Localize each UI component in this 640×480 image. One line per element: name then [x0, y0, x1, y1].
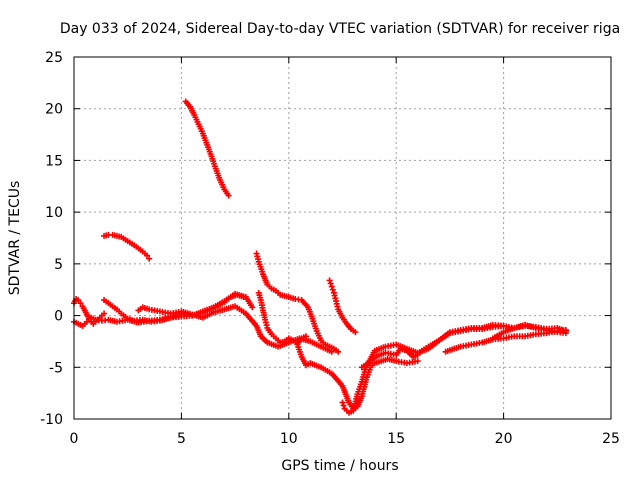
x-axis-label: GPS time / hours [281, 458, 398, 474]
y-tick-label: 20 [45, 102, 63, 118]
data-point [326, 277, 333, 284]
data-point [414, 358, 421, 365]
y-axis-label: SDTVAR / TECUs [7, 181, 23, 296]
x-tick-label: 10 [280, 431, 298, 447]
x-tick-label: 25 [602, 431, 620, 447]
data-point [340, 402, 347, 409]
data-point [101, 310, 108, 317]
x-tick-label: 15 [387, 431, 405, 447]
y-tick-label: -5 [49, 360, 63, 376]
data-point [327, 280, 334, 287]
data-point [352, 329, 359, 336]
data-point [329, 286, 336, 293]
y-tick-labels: -10 -5 0 5 10 15 20 25 [40, 50, 63, 428]
x-tick-label: 20 [495, 431, 513, 447]
x-tick-labels: 0 5 10 15 20 25 [70, 431, 620, 447]
satellite-arc-7 [253, 250, 342, 355]
grid-lines [74, 57, 611, 419]
data-point [146, 255, 153, 262]
data-point [75, 297, 82, 304]
y-tick-label: 10 [45, 205, 63, 221]
chart-title: Day 033 of 2024, Sidereal Day-to-day VTE… [60, 21, 620, 37]
y-tick-label: 5 [54, 257, 63, 273]
data-point [225, 192, 232, 199]
satellite-arc-5 [182, 98, 232, 199]
data-point [335, 348, 342, 355]
x-tick-label: 0 [70, 431, 79, 447]
data-point [339, 399, 346, 406]
satellite-arc-4 [101, 231, 153, 262]
y-tick-label: 25 [45, 50, 63, 66]
data-point [328, 283, 335, 290]
plot-frame [73, 56, 612, 420]
data-point [77, 300, 84, 307]
data-point [302, 333, 309, 340]
x-tick-label: 5 [177, 431, 186, 447]
data-point [249, 304, 256, 311]
satellite-arc-14 [326, 277, 359, 336]
satellite-arc-6 [135, 303, 335, 355]
satellite-arc-8 [255, 289, 309, 347]
y-tick-label: -10 [40, 412, 63, 428]
y-tick-label: 15 [45, 153, 63, 169]
data-point [562, 328, 569, 335]
satellite-arc-13 [489, 322, 569, 342]
y-tick-label: 0 [54, 309, 63, 325]
data-points [71, 98, 569, 416]
data-point [144, 252, 151, 259]
